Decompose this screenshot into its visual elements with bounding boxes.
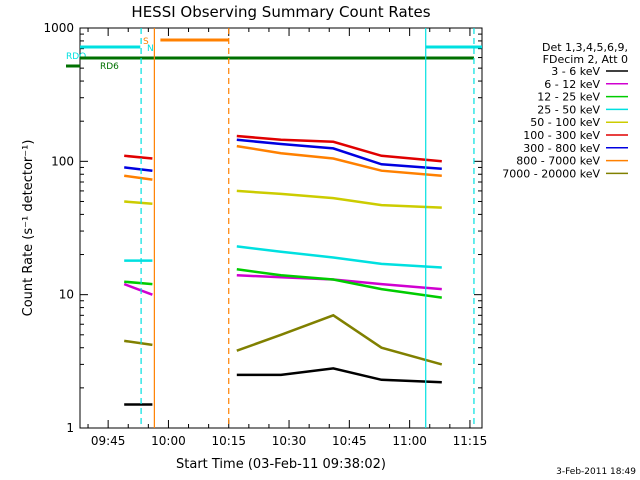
legend-header: FDecim 2, Att 0 bbox=[543, 53, 628, 66]
y-tick-label: 100 bbox=[51, 154, 74, 168]
x-axis: 09:45 10:00 10:15 10:30 10:45 11:00 11:15 bbox=[87, 28, 488, 448]
legend-label: 50 - 100 keV bbox=[530, 116, 600, 129]
y-tick-label: 10 bbox=[59, 288, 74, 302]
legend-label: 3 - 6 keV bbox=[551, 65, 600, 78]
plot-frame bbox=[79, 27, 483, 429]
legend-header: Det 1,3,4,5,6,9, bbox=[542, 41, 628, 54]
series-line bbox=[236, 268, 442, 299]
legend-label: 300 - 800 keV bbox=[523, 142, 600, 155]
legend-label: 25 - 50 keV bbox=[537, 103, 600, 116]
series-line bbox=[236, 138, 442, 170]
legend-label: 800 - 7000 keV bbox=[516, 155, 600, 168]
x-tick-label: 10:45 bbox=[332, 434, 367, 448]
legend-label: 100 - 300 keV bbox=[523, 129, 600, 142]
series-line bbox=[236, 273, 442, 291]
series-line bbox=[236, 134, 442, 163]
series-line bbox=[236, 367, 442, 384]
series-line bbox=[236, 313, 443, 366]
x-tick-label: 11:15 bbox=[453, 434, 488, 448]
flag-label: N bbox=[147, 44, 154, 54]
flag-label: S bbox=[143, 37, 149, 47]
legend-label: 7000 - 20000 keV bbox=[502, 167, 600, 180]
x-tick-label: 09:45 bbox=[91, 434, 126, 448]
legend-label: 6 - 12 keV bbox=[544, 78, 600, 91]
series-line bbox=[124, 280, 153, 286]
series-line bbox=[124, 154, 153, 160]
x-tick-label: 10:00 bbox=[151, 434, 186, 448]
vertical-markers bbox=[140, 28, 475, 428]
y-tick-label: 1 bbox=[66, 421, 74, 435]
flag-label: RDO bbox=[66, 52, 86, 62]
series-line bbox=[123, 282, 153, 296]
x-tick-label: 10:30 bbox=[272, 434, 307, 448]
series-line bbox=[124, 166, 153, 172]
series-line bbox=[236, 189, 442, 209]
y-axis-label: Count Rate (s⁻¹ detector⁻¹) bbox=[21, 140, 36, 317]
series-line bbox=[236, 144, 442, 177]
series-line bbox=[236, 245, 442, 269]
x-tick-label: 10:15 bbox=[211, 434, 246, 448]
series-line bbox=[124, 339, 153, 347]
y-axis: 1 10 100 1000 bbox=[43, 21, 482, 435]
x-tick-label: 11:00 bbox=[392, 434, 427, 448]
x-axis-label: Start Time (03-Feb-11 09:38:02) bbox=[176, 457, 386, 472]
legend-label: 12 - 25 keV bbox=[537, 91, 600, 104]
flag-bars: RDO RD6 SN bbox=[66, 37, 482, 72]
y-tick-label: 1000 bbox=[43, 21, 74, 35]
chart-title: HESSI Observing Summary Count Rates bbox=[131, 3, 430, 21]
footer-date: 3-Feb-2011 18:49 bbox=[556, 467, 636, 477]
series-line bbox=[124, 174, 153, 181]
series-group bbox=[123, 134, 443, 406]
flag-label: RD6 bbox=[100, 62, 119, 72]
legend: Det 1,3,4,5,6,9,FDecim 2, Att 03 - 6 keV… bbox=[502, 41, 628, 180]
series-line bbox=[124, 200, 153, 206]
